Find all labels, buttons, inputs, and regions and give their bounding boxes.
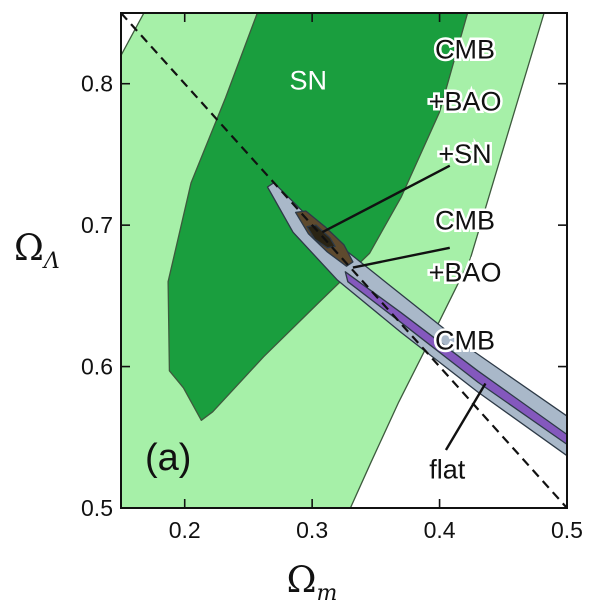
leader-line-1	[321, 164, 451, 234]
leader-lines	[321, 164, 487, 451]
annotation-layer: SN CMB +BAO +SN CMB +BAO CMB flat	[290, 32, 504, 485]
x-tick-label: 0.5	[551, 517, 583, 543]
panel-label: (a)	[145, 437, 191, 479]
contour-cmb-inner	[344, 271, 567, 446]
y-tick-label: 0.7	[81, 212, 113, 238]
contour-layer	[121, 13, 567, 508]
x-tick-label: 0.4	[424, 517, 456, 543]
flat-universe-line	[121, 13, 567, 508]
contour-sn-inner	[167, 13, 469, 421]
axis-ticks: 0.2 0.3 0.4 0.5 0.5 0.6 0.7 0.8	[81, 13, 583, 543]
annotation-bao: +BAO	[429, 87, 502, 117]
x-tick-label: 0.2	[169, 517, 201, 543]
plot-frame	[120, 12, 568, 509]
annotation-cmb: CMB	[435, 34, 495, 64]
annotation-flat: flat	[429, 454, 466, 484]
annotation-sn: +SN	[438, 139, 491, 169]
annotation-bao: +BAO	[429, 258, 502, 288]
y-tick-label: 0.8	[81, 71, 113, 97]
leader-line-2	[352, 246, 451, 269]
annotation-cmb: CMB	[435, 205, 495, 235]
y-tick-label: 0.5	[81, 495, 113, 521]
leader-line-3	[444, 382, 487, 451]
x-axis-title: Ωm	[287, 560, 338, 605]
annotation-sn: SN	[290, 65, 328, 95]
y-tick-label: 0.6	[81, 354, 113, 380]
x-tick-label: 0.3	[296, 517, 328, 543]
annotation-cmb: CMB	[435, 326, 495, 356]
y-axis-title: ΩΛ	[14, 228, 60, 274]
